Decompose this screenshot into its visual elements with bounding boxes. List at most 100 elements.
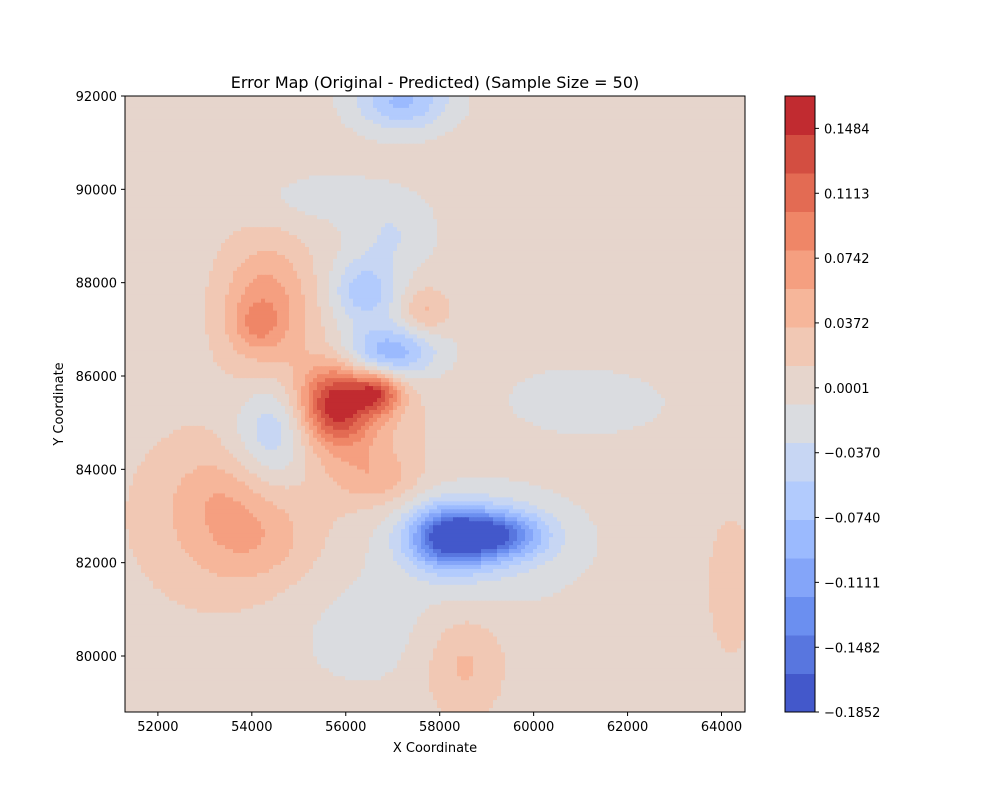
- heat-cell: [157, 128, 162, 133]
- heat-cell: [561, 112, 566, 117]
- heat-cell: [565, 128, 570, 133]
- heat-cell: [589, 128, 594, 133]
- heat-cell: [601, 128, 606, 133]
- heat-cell: [445, 116, 450, 121]
- heat-cell: [469, 128, 474, 133]
- heat-cell: [449, 132, 454, 137]
- heat-cell: [545, 132, 550, 137]
- heat-cell: [557, 124, 562, 129]
- heat-cell: [269, 132, 274, 137]
- heat-cell: [161, 108, 166, 113]
- heat-cell: [437, 108, 442, 113]
- heat-cell: [313, 96, 318, 101]
- heat-cell: [493, 112, 498, 117]
- heat-cell: [513, 116, 518, 121]
- heat-cell: [137, 100, 142, 105]
- heat-cell: [477, 108, 482, 113]
- heat-cell: [181, 128, 186, 133]
- heat-cell: [721, 128, 726, 133]
- heat-cell: [149, 132, 154, 137]
- heat-cell: [141, 120, 146, 125]
- heat-cell: [465, 116, 470, 121]
- heat-cell: [549, 124, 554, 129]
- heat-cell: [729, 108, 734, 113]
- heat-cell: [661, 120, 666, 125]
- heat-cell: [401, 96, 406, 101]
- heat-cell: [509, 104, 514, 109]
- heat-cell: [457, 108, 462, 113]
- heat-cell: [545, 124, 550, 129]
- heat-cell: [525, 96, 530, 101]
- heat-cell: [529, 132, 534, 137]
- heat-cell: [177, 132, 182, 137]
- heat-cell: [673, 112, 678, 117]
- heat-cell: [129, 124, 134, 129]
- heat-cell: [381, 104, 386, 109]
- heat-cell: [197, 96, 202, 101]
- heat-cell: [641, 100, 646, 105]
- heat-cell: [629, 124, 634, 129]
- heat-cell: [429, 96, 434, 101]
- heat-cell: [721, 116, 726, 121]
- heat-cell: [617, 120, 622, 125]
- heat-cell: [525, 132, 530, 137]
- heat-cell: [489, 128, 494, 133]
- heat-cell: [161, 120, 166, 125]
- heat-cell: [381, 124, 386, 129]
- heat-cell: [637, 108, 642, 113]
- heat-cell: [457, 100, 462, 105]
- heat-cell: [221, 132, 226, 137]
- heat-cell: [249, 96, 254, 101]
- heat-cell: [541, 132, 546, 137]
- heat-cell: [273, 132, 278, 137]
- heat-cell: [157, 112, 162, 117]
- heat-cell: [233, 120, 238, 125]
- heat-cell: [593, 108, 598, 113]
- heat-cell: [197, 120, 202, 125]
- heat-cell: [693, 96, 698, 101]
- heat-cell: [309, 112, 314, 117]
- heat-cell: [469, 116, 474, 121]
- heat-cell: [505, 120, 510, 125]
- heat-cell: [645, 112, 650, 117]
- heat-cell: [405, 112, 410, 117]
- heat-cell: [501, 132, 506, 137]
- heat-cell: [641, 120, 646, 125]
- heat-cell: [737, 100, 742, 105]
- heat-cell: [345, 116, 350, 121]
- heat-cell: [589, 124, 594, 129]
- heat-cell: [301, 96, 306, 101]
- heat-cell: [313, 132, 318, 137]
- heat-cell: [389, 96, 394, 101]
- heat-cell: [717, 124, 722, 129]
- heat-cell: [493, 104, 498, 109]
- heat-cell: [589, 108, 594, 113]
- heat-cell: [465, 128, 470, 133]
- heat-cell: [477, 96, 482, 101]
- heat-cell: [249, 108, 254, 113]
- heat-cell: [565, 108, 570, 113]
- heat-cell: [413, 132, 418, 137]
- heat-cell: [125, 132, 130, 137]
- heat-cell: [125, 104, 130, 109]
- heat-cell: [537, 116, 542, 121]
- heat-cell: [365, 100, 370, 105]
- heat-cell: [473, 96, 478, 101]
- heat-cell: [221, 120, 226, 125]
- heat-cell: [157, 100, 162, 105]
- heat-cell: [221, 104, 226, 109]
- heat-cell: [585, 112, 590, 117]
- heat-cell: [469, 96, 474, 101]
- heat-cell: [621, 116, 626, 121]
- heat-cell: [273, 116, 278, 121]
- heat-cell: [321, 120, 326, 125]
- heat-cell: [225, 100, 230, 105]
- heat-cell: [229, 124, 234, 129]
- heat-cell: [285, 116, 290, 121]
- heat-cell: [637, 128, 642, 133]
- heat-cell: [333, 128, 338, 133]
- heat-cell: [277, 128, 282, 133]
- heat-cell: [697, 112, 702, 117]
- heat-cell: [557, 104, 562, 109]
- heat-cell: [261, 116, 266, 121]
